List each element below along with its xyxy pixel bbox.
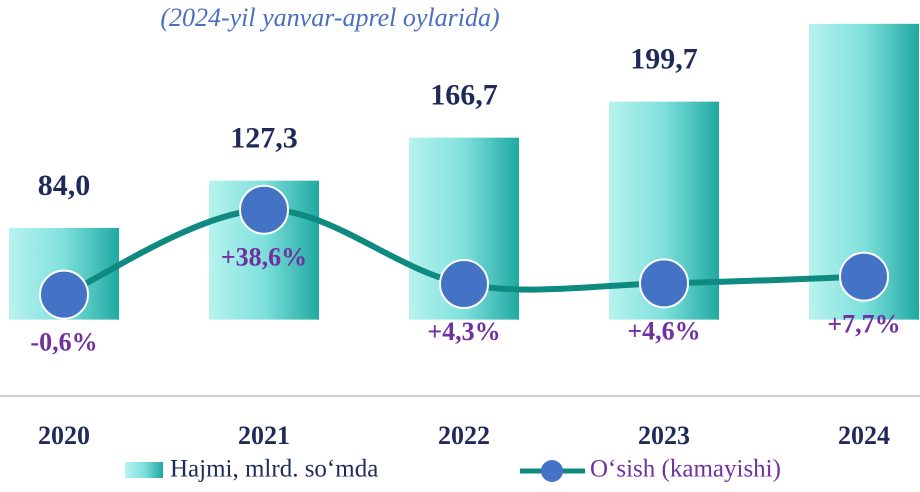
x-tick-label: 2020 bbox=[38, 421, 90, 450]
x-tick-label: 2024 bbox=[838, 421, 890, 450]
percent-label: +4,3% bbox=[427, 317, 500, 346]
value-label: 84,0 bbox=[38, 169, 91, 202]
value-label: 127,3 bbox=[230, 122, 298, 155]
marker bbox=[439, 259, 489, 310]
x-tick-label: 2023 bbox=[638, 421, 690, 450]
percent-label: +4,6% bbox=[627, 316, 700, 345]
percent-label: +7,7% bbox=[827, 310, 900, 339]
marker bbox=[39, 269, 89, 320]
legend-marker bbox=[541, 460, 563, 482]
legend-label: O‘sish (kamayishi) bbox=[590, 456, 781, 483]
legend-swatch bbox=[125, 462, 163, 478]
value-label: 199,7 bbox=[630, 43, 698, 76]
percent-label: +38,6% bbox=[221, 243, 307, 272]
x-tick-label: 2022 bbox=[438, 421, 490, 450]
legend: Hajmi, mlrd. so‘mda O‘sish (kamayishi) bbox=[125, 456, 781, 483]
value-label: 166,7 bbox=[430, 79, 498, 112]
marker bbox=[639, 258, 689, 309]
marker bbox=[839, 251, 889, 302]
x-tick-label: 2021 bbox=[238, 421, 290, 450]
percent-label: -0,6% bbox=[30, 328, 97, 357]
chart-subtitle: (2024-yil yanvar-aprel oylarida) bbox=[160, 3, 499, 32]
marker bbox=[239, 184, 289, 235]
legend-label: Hajmi, mlrd. so‘mda bbox=[170, 456, 378, 483]
